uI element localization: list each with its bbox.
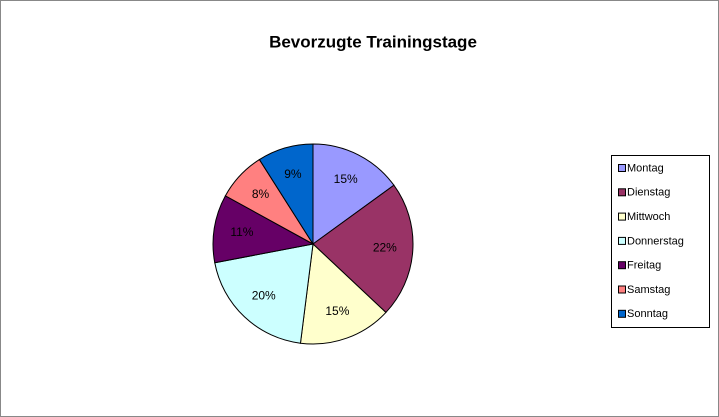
pie-slice [312, 184, 414, 314]
data-label: 20% [252, 289, 276, 303]
data-label: 11% [230, 225, 253, 239]
legend-swatch [618, 212, 626, 221]
legend-label: Sonntag [627, 308, 668, 320]
legend-label: Donnerstag [627, 235, 684, 247]
legend-label: Montag [627, 162, 664, 174]
chart-title: Bevorzugte Trainingstage [269, 32, 477, 51]
legend-swatch [618, 236, 626, 245]
data-label: 8% [252, 187, 270, 201]
legend-box [611, 155, 710, 328]
pie-slice [212, 195, 315, 264]
data-label: 22% [373, 241, 397, 255]
pie-slice [214, 243, 314, 344]
legend-swatch [618, 164, 626, 172]
pie-slice [258, 143, 314, 246]
pie-slice [299, 242, 387, 345]
legend-label: Dienstag [627, 187, 670, 199]
legend-swatch [618, 261, 626, 270]
legend-label: Mittwoch [627, 211, 670, 223]
legend-swatch [618, 285, 626, 294]
legend-label: Freitag [627, 260, 661, 272]
legend-label: Samstag [627, 284, 670, 296]
data-label: 9% [284, 167, 302, 181]
data-label: 15% [325, 304, 349, 318]
legend-swatch [618, 188, 626, 197]
data-label: 15% [334, 172, 358, 186]
pie-slice [312, 143, 395, 245]
legend-swatch [618, 309, 626, 318]
